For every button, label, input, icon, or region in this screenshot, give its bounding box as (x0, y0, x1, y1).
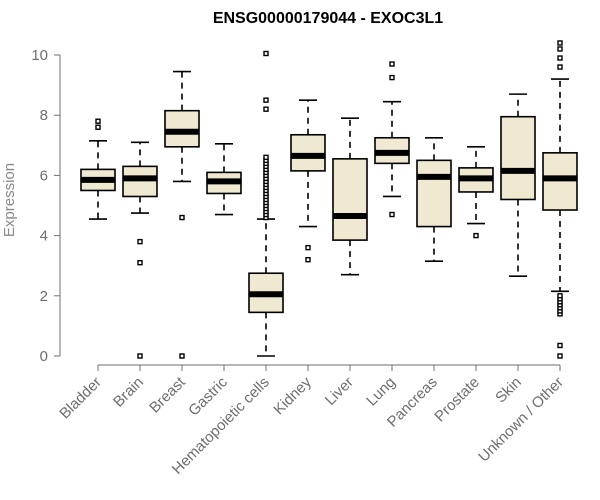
box-iqr (500, 115, 536, 201)
box-iqr (164, 109, 200, 148)
box-group (80, 118, 116, 220)
outlier-point (557, 342, 563, 349)
y-axis-label: Expression (1, 163, 18, 237)
y-tick-label: 6 (40, 167, 48, 184)
box-group (500, 93, 536, 278)
outlier-point (305, 244, 311, 251)
y-tick-label: 2 (40, 288, 48, 305)
box-iqr (290, 133, 326, 172)
outlier-point (263, 97, 269, 103)
outlier-point (263, 106, 269, 112)
x-tick-label: Prostate (431, 374, 483, 426)
box-group (458, 146, 494, 239)
box-iqr (416, 159, 452, 228)
box-iqr (122, 165, 158, 198)
box-group (416, 136, 452, 262)
x-tick-label: Skin (492, 374, 525, 407)
box-group (542, 40, 578, 359)
x-tick-label: Kidney (270, 373, 315, 418)
y-tick-label: 8 (40, 107, 48, 124)
x-tick-label: Lung (363, 374, 399, 410)
outlier-point (557, 40, 563, 46)
outlier-point (473, 232, 479, 239)
x-tick-label: Brain (110, 374, 147, 411)
y-tick-label: 10 (31, 47, 48, 64)
chart-title: ENSG00000179044 - EXOC3L1 (213, 10, 443, 27)
box-group (332, 117, 368, 276)
outlier-point (263, 50, 269, 57)
y-tick-label: 0 (40, 348, 48, 365)
outlier-point (95, 124, 101, 130)
outlier-point (179, 353, 185, 359)
y-axis: 0 2 4 6 8 10 (31, 47, 61, 365)
plot-area (80, 40, 578, 359)
x-tick-label: Bladder (56, 374, 105, 423)
outlier-point (557, 64, 563, 70)
outlier-point (137, 238, 143, 245)
outlier-point (389, 61, 395, 67)
outlier-point (137, 353, 143, 359)
outlier-point (179, 214, 185, 221)
x-tick-label: Breast (146, 373, 189, 416)
box-group (206, 142, 242, 216)
outlier-point (557, 55, 563, 61)
outlier-point (263, 154, 269, 161)
outlier-point (557, 353, 563, 359)
outlier-point (557, 46, 563, 52)
outlier-point (95, 118, 101, 124)
outlier-point (389, 74, 395, 81)
x-tick-label: Liver (322, 374, 357, 409)
box-group (374, 61, 410, 218)
outlier-point (557, 293, 563, 299)
y-tick-label: 4 (40, 228, 48, 245)
outlier-point (305, 256, 311, 263)
box-group (248, 50, 284, 357)
box-group (164, 70, 200, 359)
box-iqr (332, 158, 368, 241)
box-group (122, 141, 158, 359)
box-iqr (542, 152, 578, 211)
outlier-point (137, 259, 143, 266)
box-group (290, 99, 326, 263)
outlier-point (389, 211, 395, 218)
